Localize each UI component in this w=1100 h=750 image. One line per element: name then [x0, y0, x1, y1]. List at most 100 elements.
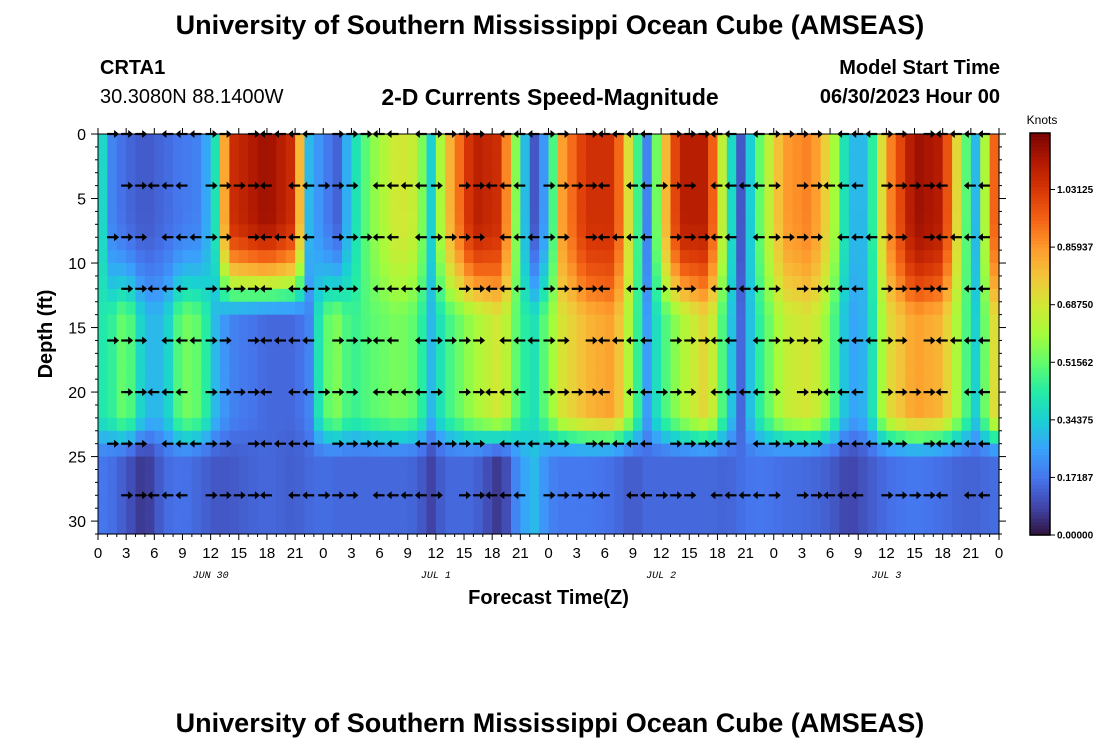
colorbar-segment: [1030, 330, 1050, 335]
heatmap-cell: [144, 250, 155, 264]
current-arrow: [121, 284, 134, 293]
heatmap-cell: [895, 146, 906, 161]
heatmap-cell: [858, 443, 869, 458]
heatmap-cell: [266, 392, 277, 406]
heatmap-cell: [435, 443, 446, 458]
heatmap-cell: [604, 301, 615, 316]
heatmap-cell: [567, 159, 578, 174]
heatmap-cell: [417, 469, 428, 483]
heatmap-cell: [529, 340, 540, 354]
heatmap-cell: [304, 237, 315, 251]
current-arrow: [837, 284, 850, 293]
heatmap-cell: [482, 146, 493, 161]
heatmap-cell: [276, 198, 287, 213]
heatmap-cell: [323, 275, 334, 290]
heatmap-cell: [670, 366, 681, 380]
current-arrow: [372, 336, 385, 345]
heatmap-cell: [379, 237, 390, 251]
heatmap-cell: [276, 482, 287, 496]
heatmap-cell: [144, 237, 155, 251]
heatmap-cell: [351, 456, 362, 471]
heatmap-cell: [163, 469, 174, 483]
heatmap-cell: [952, 263, 963, 277]
heatmap-cell: [792, 521, 803, 535]
heatmap-cell: [651, 237, 662, 251]
heatmap-cell: [642, 263, 653, 277]
heatmap-cell: [830, 301, 841, 316]
heatmap-cell: [360, 146, 371, 161]
x-tick-label: 12: [653, 545, 670, 562]
heatmap-cell: [417, 159, 428, 174]
heatmap-cell: [445, 340, 456, 354]
heatmap-cell: [492, 508, 503, 522]
heatmap-cell: [698, 521, 709, 535]
heatmap-cell: [482, 275, 493, 290]
heatmap-cell: [867, 159, 878, 174]
heatmap-cell: [473, 482, 484, 496]
heatmap-cell: [238, 379, 249, 393]
heatmap-cell: [201, 366, 212, 380]
heatmap-cell: [445, 404, 456, 419]
current-arrow: [233, 388, 246, 397]
heatmap-cell: [632, 211, 643, 225]
current-arrow: [400, 491, 413, 500]
heatmap-cell: [632, 353, 643, 367]
heatmap-cell: [407, 185, 418, 200]
heatmap-cell: [473, 430, 484, 445]
y-tick-label: 0: [77, 127, 86, 144]
heatmap-cell: [614, 521, 625, 535]
heatmap-cell: [689, 134, 700, 148]
current-arrow: [473, 336, 486, 345]
current-arrow: [372, 284, 385, 293]
heatmap-cell: [398, 314, 409, 329]
heatmap-cell: [107, 404, 118, 419]
x-tick-label: 3: [798, 545, 806, 562]
heatmap-cell: [905, 430, 916, 445]
heatmap-cell: [933, 508, 944, 522]
heatmap-cell: [895, 314, 906, 329]
colorbar-segment: [1030, 374, 1050, 379]
current-arrow: [459, 439, 471, 448]
heatmap-cell: [435, 224, 446, 238]
heatmap-cell: [905, 404, 916, 419]
heatmap-cell: [473, 443, 484, 458]
heatmap-cell: [98, 327, 108, 342]
heatmap-cell: [229, 314, 240, 329]
heatmap-cell: [792, 172, 803, 187]
heatmap-cell: [604, 392, 615, 406]
heatmap-cell: [266, 159, 277, 174]
heatmap-cell: [304, 327, 315, 342]
heatmap-cell: [163, 353, 174, 367]
heatmap-cell: [482, 340, 493, 354]
heatmap-cell: [820, 263, 831, 277]
heatmap-cell: [201, 443, 212, 458]
current-arrow: [710, 284, 723, 293]
heatmap-cell: [708, 417, 719, 432]
colorbar-segment: [1030, 340, 1050, 345]
heatmap-cell: [792, 392, 803, 406]
heatmap-cell: [473, 172, 484, 187]
heatmap-cell: [764, 430, 775, 445]
heatmap-cell: [191, 327, 202, 342]
heatmap-cell: [351, 263, 362, 277]
heatmap-cell: [510, 263, 521, 277]
heatmap-cell: [642, 159, 653, 174]
current-arrow: [499, 491, 512, 500]
heatmap-cell: [811, 417, 822, 432]
current-arrow: [923, 336, 936, 345]
heatmap-cell: [933, 443, 944, 458]
heatmap-cell: [435, 314, 446, 329]
heatmap-cell: [351, 288, 362, 303]
heatmap-cell: [698, 301, 709, 316]
heatmap-cell: [464, 379, 475, 393]
heatmap-cell: [923, 456, 934, 471]
heatmap-cell: [764, 263, 775, 277]
heatmap-cell: [398, 263, 409, 277]
heatmap-cell: [220, 275, 230, 290]
colorbar-segment: [1030, 384, 1050, 389]
colorbar-segment: [1030, 163, 1050, 168]
heatmap-cell: [388, 508, 399, 522]
heatmap-cell: [285, 495, 296, 509]
heatmap-cell: [604, 443, 615, 458]
heatmap-cell: [773, 159, 784, 174]
